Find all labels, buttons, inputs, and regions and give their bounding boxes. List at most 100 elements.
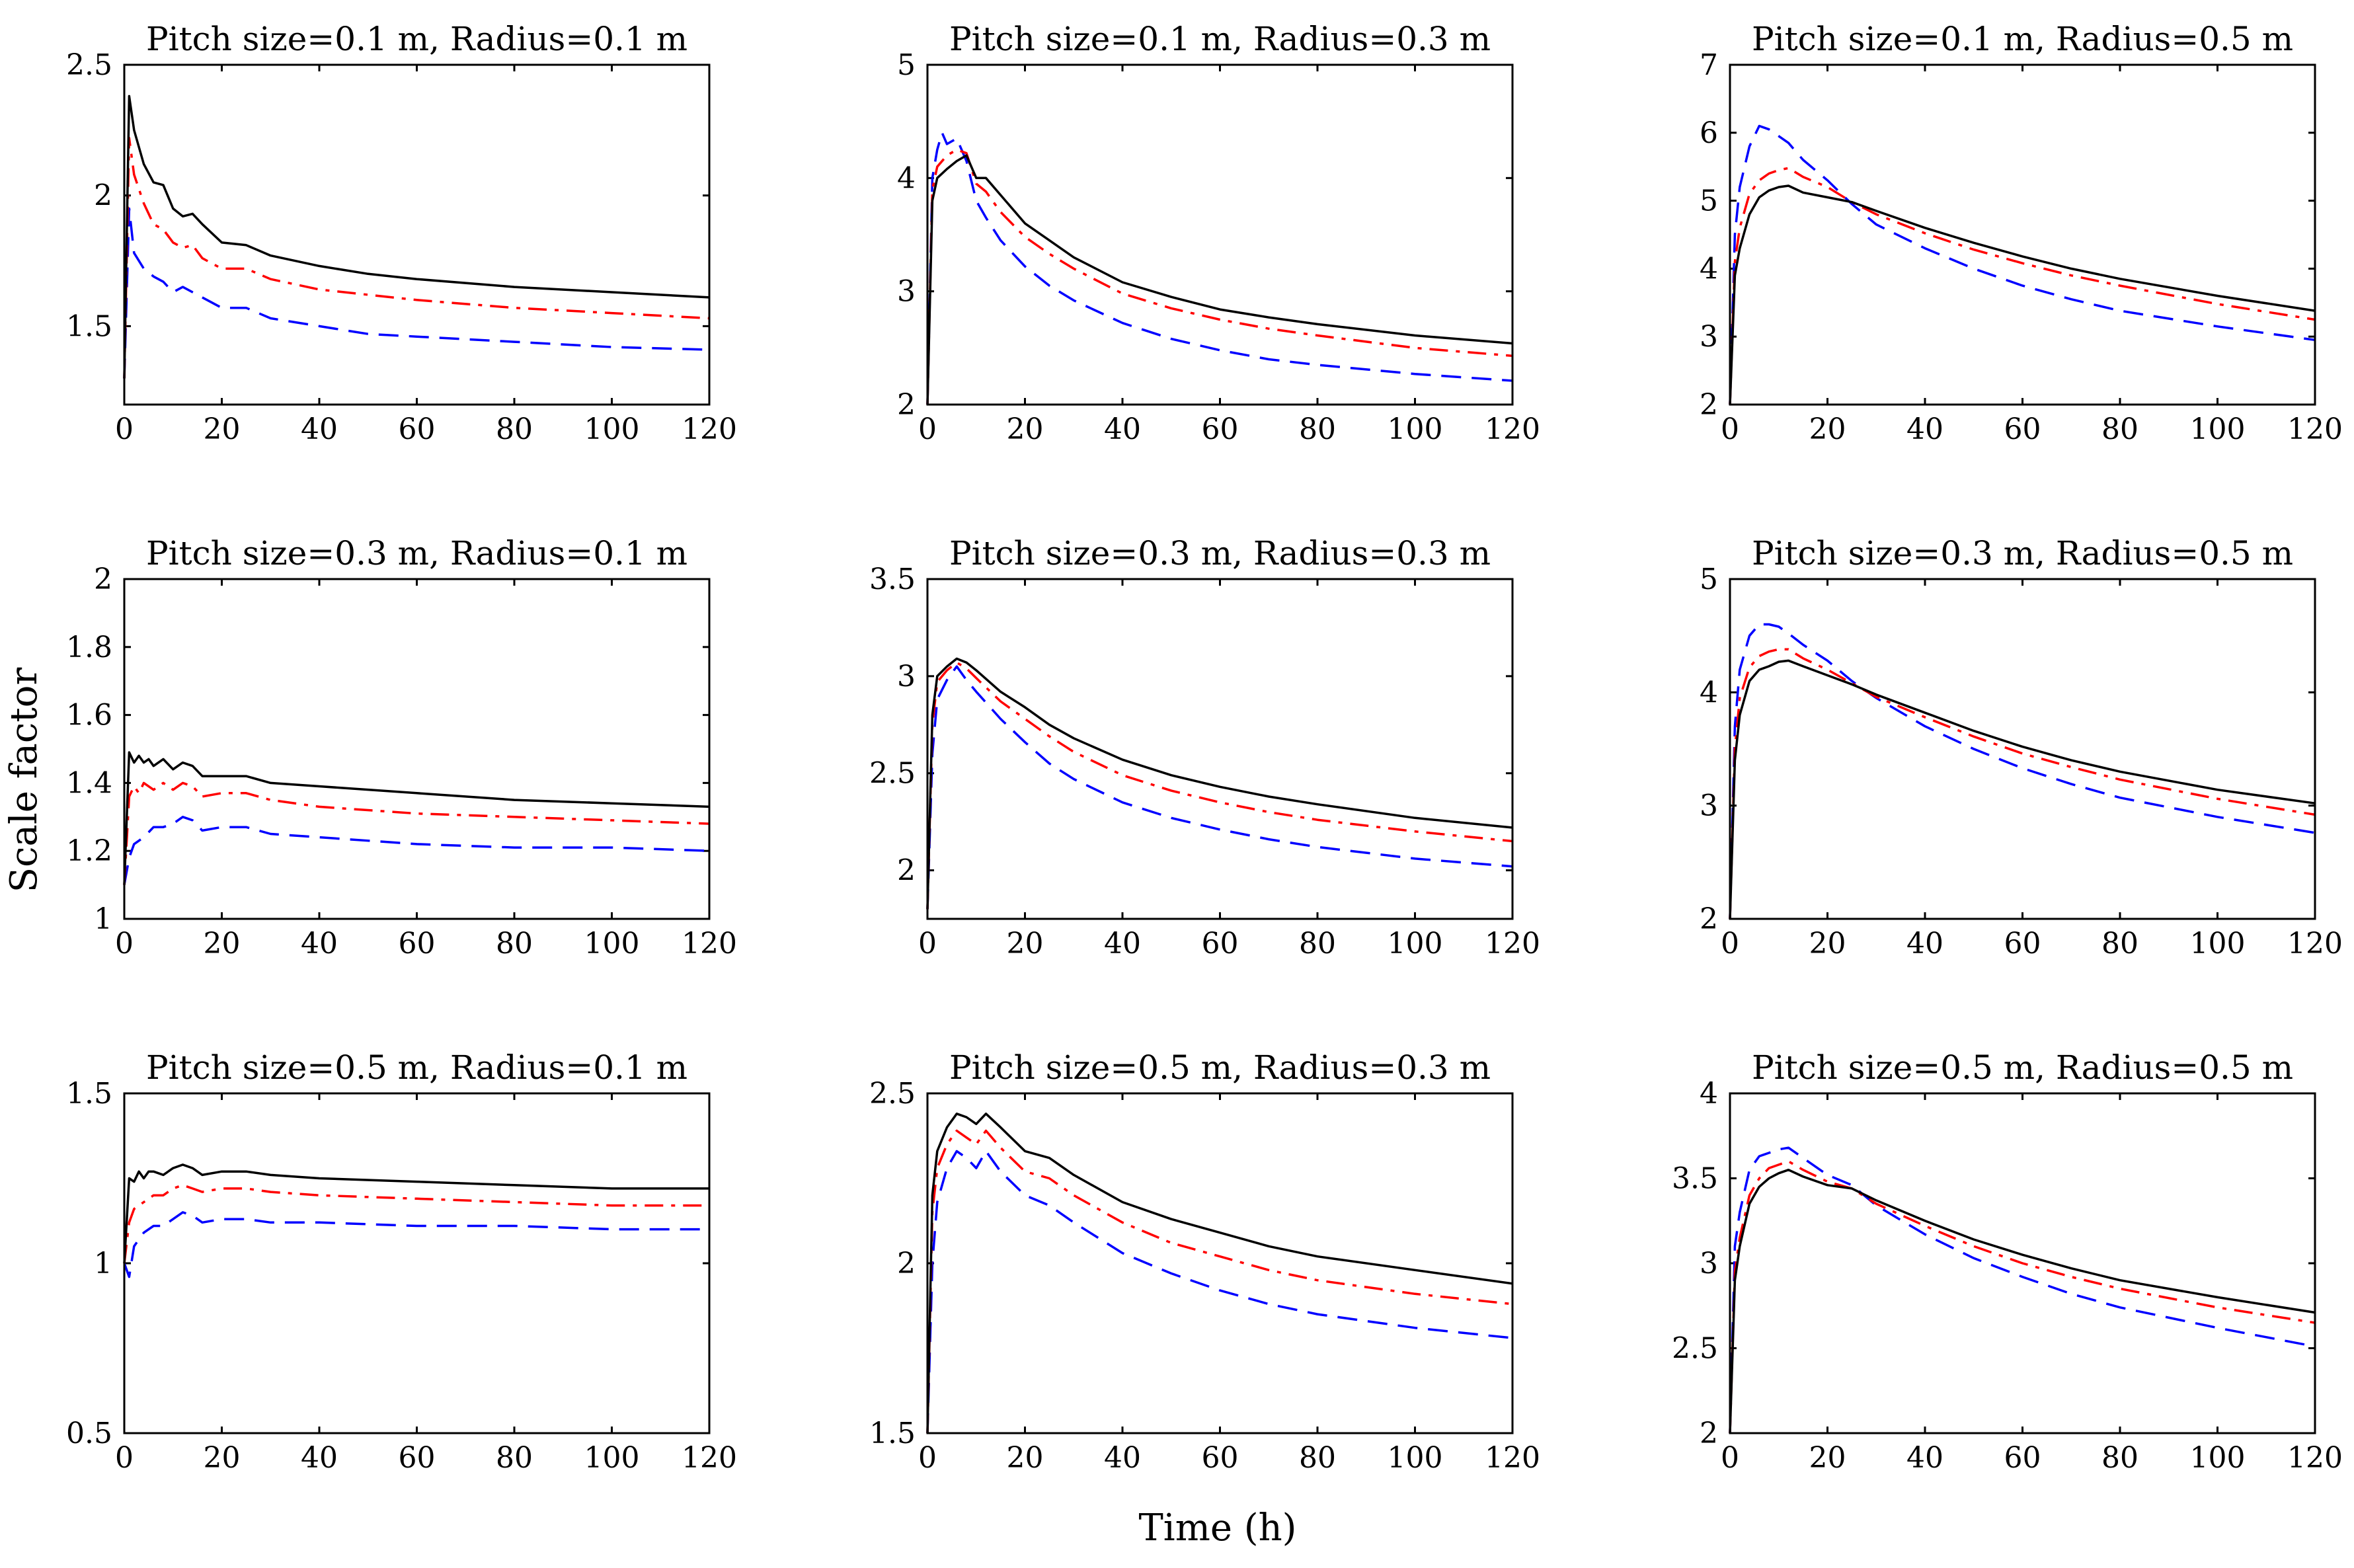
series-line-dashed xyxy=(1729,1146,2316,1434)
subplot-2: Pitch size=0.1 m, Radius=0.3 m 0 20 40 60 80 1… xyxy=(897,20,1540,446)
x-tick-label: 60 xyxy=(2004,1441,2041,1475)
x-tick-label: 100 xyxy=(2190,412,2246,446)
series-line-dashed xyxy=(926,1150,1513,1434)
x-tick-label: 80 xyxy=(2101,1441,2138,1475)
x-tick-label: 120 xyxy=(682,927,737,960)
y-tick-label: 1.8 xyxy=(66,631,112,664)
series-line-solid xyxy=(123,95,710,379)
plot-frame xyxy=(123,63,711,406)
series-line-dashed xyxy=(926,132,1513,405)
x-tick-label: 120 xyxy=(682,1441,737,1475)
subplot-title: Pitch size=0.1 m, Radius=0.3 m xyxy=(949,20,1491,58)
series-line-solid xyxy=(123,1163,709,1264)
x-tick-label: 100 xyxy=(1388,1441,1443,1475)
x-tick-label: 60 xyxy=(2004,412,2041,446)
y-tick-label: 2 xyxy=(1700,902,1718,936)
x-tick-label: 80 xyxy=(1299,412,1336,446)
series-line-dashdot xyxy=(123,781,710,885)
x-tick-label: 80 xyxy=(2101,927,2138,960)
y-tick-label: 2.5 xyxy=(1672,1332,1718,1366)
series-line-dashdot xyxy=(123,136,710,379)
x-tick-label: 80 xyxy=(1299,1441,1336,1475)
x-tick-label: 80 xyxy=(1299,927,1336,960)
y-tick-label: 4 xyxy=(897,161,916,195)
y-tick-label: 2 xyxy=(1700,1417,1718,1450)
x-tick-label: 100 xyxy=(584,927,640,960)
subplot-title: Pitch size=0.1 m, Radius=0.1 m xyxy=(146,20,687,58)
y-tick-label: 2 xyxy=(94,179,112,213)
y-tick-label: 4 xyxy=(1700,676,1718,709)
x-tick-label: 0 xyxy=(1721,412,1739,446)
series-line-solid xyxy=(1729,659,2316,920)
y-tick-label: 2.5 xyxy=(869,1077,916,1111)
y-tick-label: 0.5 xyxy=(66,1417,112,1450)
series-line-dashdot xyxy=(1729,1160,2316,1434)
x-tick-label: 80 xyxy=(2101,412,2138,446)
y-tick-label: 3 xyxy=(1700,1247,1718,1280)
x-tick-label: 0 xyxy=(1721,927,1739,960)
y-tick-label: 3.5 xyxy=(869,563,916,596)
subplot-9: Pitch size=0.5 m, Radius=0.5 m 0 20 40 60 80 1… xyxy=(1672,1048,2343,1475)
y-tick-label: 5 xyxy=(897,48,916,82)
x-tick-label: 20 xyxy=(1809,927,1846,960)
x-tick-label: 60 xyxy=(1202,927,1239,960)
series-line-dashdot xyxy=(926,148,1513,405)
x-tick-label: 0 xyxy=(918,927,937,960)
y-tick-label: 3.5 xyxy=(1672,1162,1718,1196)
x-tick-label: 40 xyxy=(1104,927,1141,960)
x-tick-label: 120 xyxy=(682,412,737,446)
plot-frame xyxy=(123,578,711,920)
subplot-title: Pitch size=0.3 m, Radius=0.5 m xyxy=(1752,534,2293,572)
y-tick-label: 1.5 xyxy=(66,309,112,343)
y-tick-label: 1 xyxy=(94,1247,112,1280)
plot-frame xyxy=(1729,63,2316,406)
series-line-solid xyxy=(123,751,710,885)
x-tick-label: 100 xyxy=(584,412,640,446)
x-tick-label: 0 xyxy=(918,412,937,446)
x-tick-label: 40 xyxy=(301,412,338,446)
x-tick-label: 20 xyxy=(1007,927,1044,960)
x-tick-label: 20 xyxy=(204,412,241,446)
x-tick-label: 40 xyxy=(1104,1441,1141,1475)
x-tick-label: 40 xyxy=(1906,927,1943,960)
series-line-dashdot xyxy=(926,661,1513,910)
y-tick-label: 2 xyxy=(897,388,916,422)
x-tick-label: 100 xyxy=(2190,927,2246,960)
series-line-solid xyxy=(1729,184,2316,405)
y-tick-label: 3 xyxy=(897,275,916,309)
y-tick-label: 3 xyxy=(897,660,916,693)
y-tick-label: 4 xyxy=(1700,252,1718,286)
y-tick-label: 4 xyxy=(1700,1077,1718,1111)
y-axis-label: Scale factor xyxy=(3,668,46,893)
y-tick-label: 3 xyxy=(1700,789,1718,823)
y-tick-label: 2 xyxy=(1700,388,1718,422)
subplot-5: Pitch size=0.3 m, Radius=0.3 m 0 20 40 60 80 1… xyxy=(869,534,1540,960)
x-tick-label: 20 xyxy=(1007,1441,1044,1475)
y-tick-label: 1.5 xyxy=(869,1417,916,1450)
x-tick-label: 120 xyxy=(2287,1441,2343,1475)
subplot-title: Pitch size=0.5 m, Radius=0.1 m xyxy=(146,1048,687,1087)
plot-frame xyxy=(926,578,1514,920)
x-axis-label: Time (h) xyxy=(1138,1507,1296,1549)
y-tick-label: 1.5 xyxy=(66,1077,112,1111)
plot-frame xyxy=(1729,1092,2316,1434)
x-tick-label: 40 xyxy=(301,927,338,960)
subplot-7: Pitch size=0.5 m, Radius=0.1 m 0 20 40 60 80 1… xyxy=(66,1048,737,1475)
subplot-8: Pitch size=0.5 m, Radius=0.3 m 0 20 40 60 80 1… xyxy=(869,1048,1540,1475)
x-tick-label: 40 xyxy=(301,1441,338,1475)
series-line-solid xyxy=(926,154,1513,405)
y-tick-label: 1.2 xyxy=(66,834,112,868)
x-tick-label: 80 xyxy=(496,927,533,960)
x-tick-label: 100 xyxy=(1388,412,1443,446)
x-tick-label: 60 xyxy=(1202,1441,1239,1475)
x-tick-label: 80 xyxy=(496,1441,533,1475)
plot-frame xyxy=(1729,578,2316,920)
x-tick-label: 80 xyxy=(496,412,533,446)
x-tick-label: 20 xyxy=(1007,412,1044,446)
series-line-dashed xyxy=(1729,623,2316,920)
plot-frame xyxy=(123,1092,711,1434)
series-line-dashed xyxy=(123,207,710,379)
y-tick-label: 3 xyxy=(1700,320,1718,354)
y-tick-label: 2 xyxy=(94,563,112,596)
